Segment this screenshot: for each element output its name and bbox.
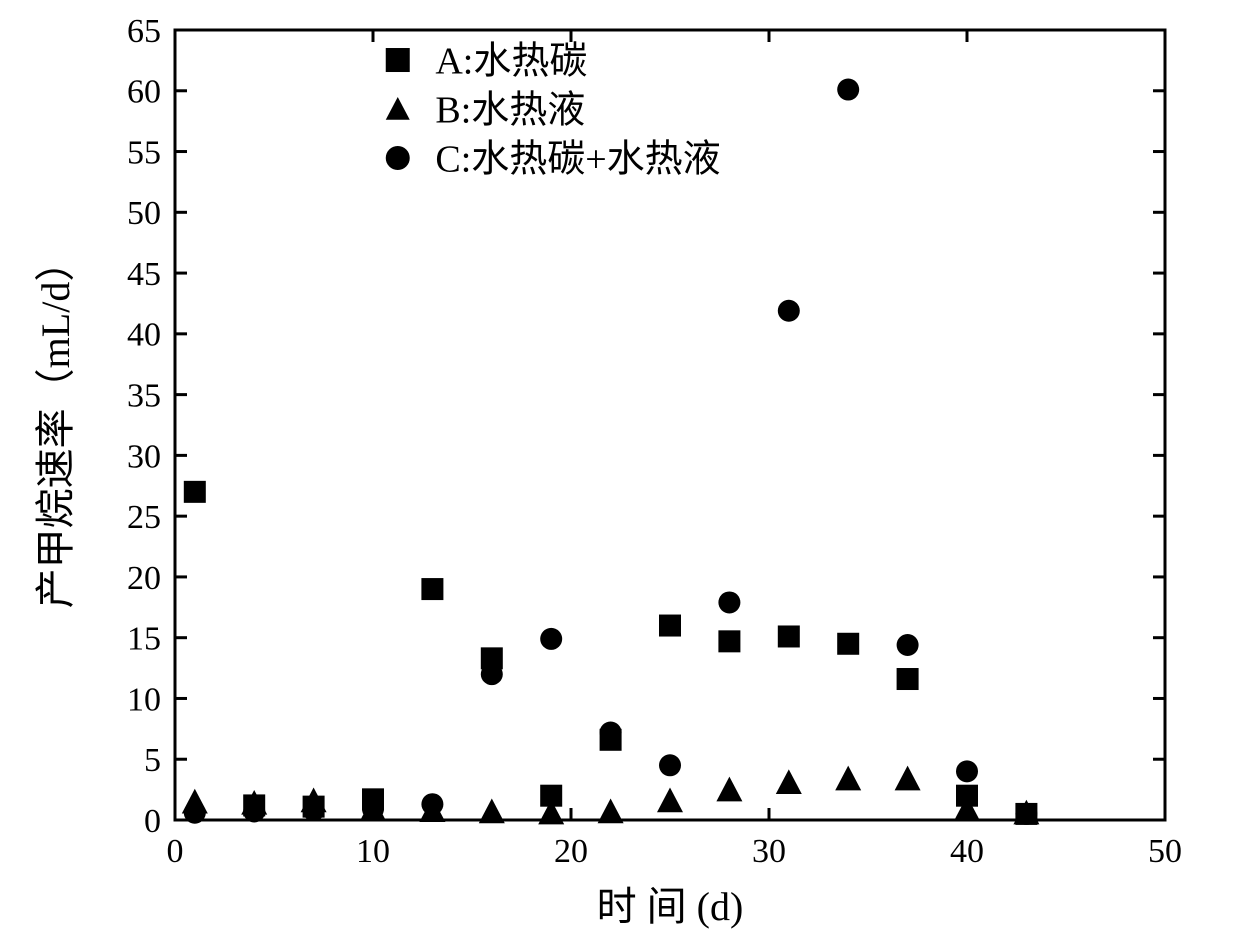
y-tick-label: 30: [127, 438, 161, 475]
y-tick-label: 65: [127, 13, 161, 50]
y-tick-label: 20: [127, 560, 161, 597]
y-tick-label: 35: [127, 378, 161, 415]
x-tick-label: 0: [167, 833, 184, 870]
y-tick-label: 60: [127, 74, 161, 111]
y-tick-label: 15: [127, 621, 161, 658]
x-axis-label: 时 间 (d): [597, 884, 744, 929]
y-tick-label: 10: [127, 681, 161, 718]
x-tick-label: 50: [1148, 833, 1182, 870]
y-tick-label: 55: [127, 134, 161, 171]
y-tick-label: 50: [127, 195, 161, 232]
y-axis-label: 产甲烷速率（mL/d）: [33, 242, 78, 609]
y-tick-label: 5: [144, 742, 161, 779]
x-tick-label: 40: [950, 833, 984, 870]
x-tick-label: 10: [356, 833, 390, 870]
x-tick-label: 20: [554, 833, 588, 870]
methane-rate-scatter-chart: 0 10 20 30 40 50 0 5 10 15 20 25 30 35 40 45 50 55 60 65 时 间…: [0, 0, 1240, 950]
y-tick-label: 45: [127, 256, 161, 293]
y-tick-label: 0: [144, 803, 161, 840]
legend-item-label: A:水热碳: [435, 40, 587, 82]
chart-container: 0 10 20 30 40 50 0 5 10 15 20 25 30 35 40 45 50 55 60 65 时 间…: [0, 0, 1240, 950]
legend-item-label: C:水热碳+水热液: [435, 138, 720, 180]
legend-item-label: B:水热液: [435, 89, 585, 131]
y-tick-label: 40: [127, 317, 161, 354]
y-tick-label: 25: [127, 499, 161, 536]
x-tick-label: 30: [752, 833, 786, 870]
